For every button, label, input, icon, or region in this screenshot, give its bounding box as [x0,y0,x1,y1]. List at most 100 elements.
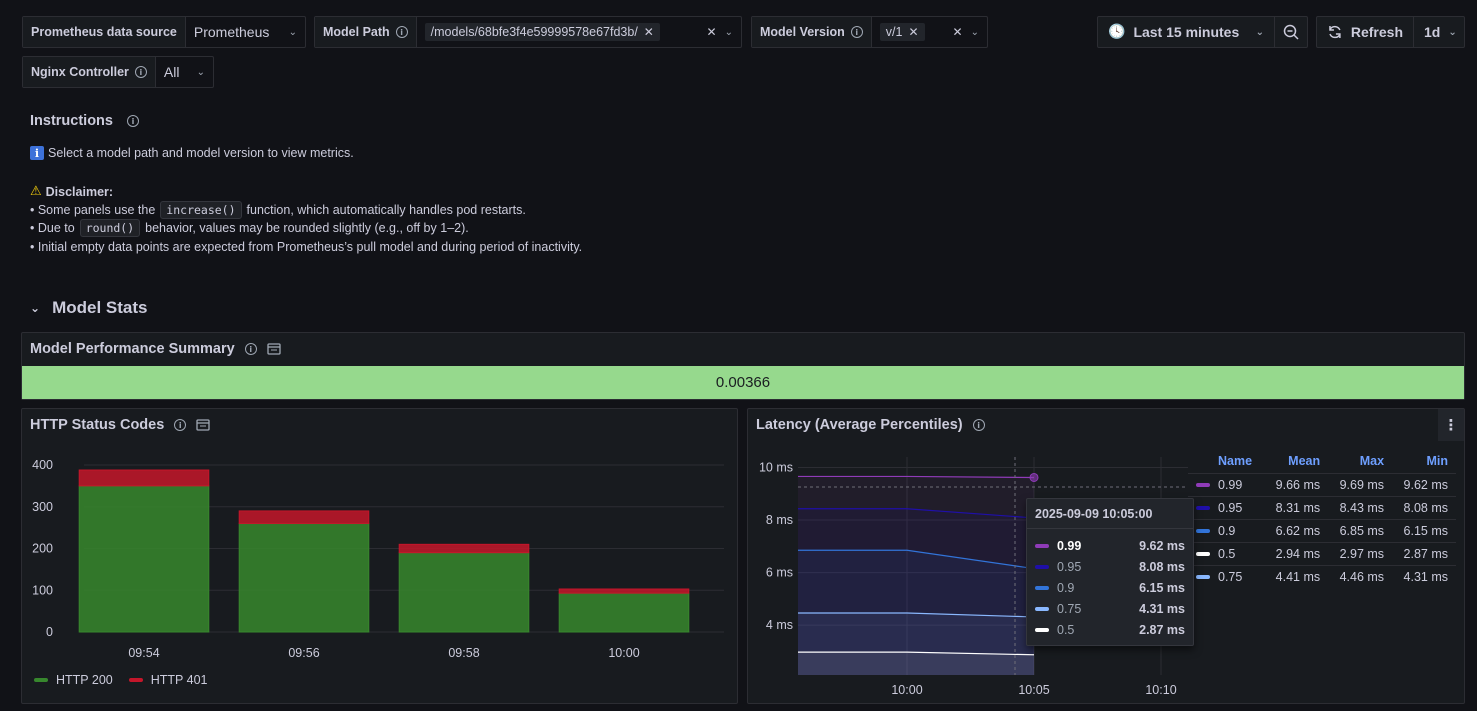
legend-table-row[interactable]: 0.99 9.66 ms 9.69 ms 9.62 ms [1188,472,1456,496]
chevron-down-icon: ⌄ [1448,26,1457,38]
latency-chart: 10 ms 8 ms 6 ms 4 ms 10:00 10:05 10:10 [759,457,1188,697]
legend-min-value: 4.31 ms [1392,564,1456,588]
info-icon[interactable]: i [174,419,187,431]
model-path-select[interactable]: /models/68bfe3f4e59999578e67fd3b/✕ ✕ ⌄ [417,17,741,47]
x-tick-label: 10:05 [1018,683,1049,697]
datasource-variable: Prometheus data source Prometheus ⌄ [22,16,306,48]
row-header-model-stats[interactable]: ⌄ Model Stats [30,298,148,317]
info-icon[interactable]: i [134,66,147,78]
legend-max-value: 9.69 ms [1328,472,1393,496]
legend-item[interactable]: HTTP 401 [128,673,208,687]
clear-icon[interactable]: ✕ [952,25,963,39]
refresh-interval-button[interactable]: 1d ⌄ [1413,17,1467,47]
tooltip-value: 2.87 ms [1139,622,1185,637]
zoom-out-icon [1283,24,1299,40]
legend-table-row[interactable]: 0.5 2.94 ms 2.97 ms 2.87 ms [1188,541,1456,565]
clear-icon[interactable]: ✕ [706,25,717,39]
panel-links-icon[interactable] [267,343,281,355]
legend-max-value: 2.97 ms [1328,541,1393,565]
info-icon[interactable]: i [850,26,863,38]
legend-mean-value: 8.31 ms [1264,495,1329,519]
panel-links-icon[interactable] [196,419,210,431]
instruction-line: i Select a model path and model version … [30,146,354,160]
legend-column-header[interactable]: Mean [1288,453,1321,468]
x-tick-label: 10:10 [1145,683,1176,697]
disclaimer-bullet-1: • Some panels use the increase() function,… [30,201,526,219]
chevron-down-icon: ⌄ [724,26,733,38]
legend-table-row[interactable]: 0.9 6.62 ms 6.85 ms 6.15 ms [1188,518,1456,542]
summary-stat-value: 0.00366 [715,374,771,391]
legend-swatch [1196,529,1210,534]
bar-http-200[interactable] [238,522,370,633]
bar-http-200[interactable] [398,552,530,633]
chevron-down-icon: ⌄ [30,301,41,315]
series-line-0-95[interactable] [798,508,1035,519]
tooltip-swatch [1035,564,1049,569]
bar-http-401[interactable] [78,469,210,487]
legend-item[interactable]: HTTP 200 [34,673,113,687]
remove-chip-icon[interactable]: ✕ [908,25,919,39]
chevron-down-icon: ⌄ [1255,26,1264,38]
tooltip-swatch [1035,627,1049,632]
series-line-0-75[interactable] [798,612,1035,618]
time-range-button[interactable]: 🕓 Last 15 minutes ⌄ [1108,24,1264,40]
legend-table-row[interactable]: 0.75 4.41 ms 4.46 ms 4.31 ms [1188,564,1456,588]
legend-series-name: 0.95 [1188,495,1265,519]
series-area [798,476,1034,675]
panel-menu-button[interactable]: ⋮ [1438,409,1464,441]
http-legend: HTTP 200 HTTP 401 [34,673,208,687]
latency-legend-table: Name Mean Max Min 0.99 9.66 ms 9.69 ms 9.62 ms… [1188,449,1456,588]
info-icon[interactable]: i [972,419,985,431]
legend-max-value: 8.43 ms [1328,495,1393,519]
legend-label: 0.9 [1218,523,1236,538]
legend-column-header[interactable]: Name [1218,453,1253,468]
tooltip-swatch [1035,585,1049,590]
legend-column-header[interactable]: Max [1359,453,1385,468]
bar-http-200[interactable] [558,592,690,633]
datasource-select[interactable]: Prometheus ⌄ [193,24,297,40]
datasource-label: Prometheus data source [23,17,186,47]
legend-series-name: 0.99 [1188,472,1265,496]
remove-chip-icon[interactable]: ✕ [643,25,654,39]
hover-point [1029,472,1039,482]
legend-min-value: 6.15 ms [1392,518,1456,542]
y-tick-label: 0 [46,625,53,639]
bar-http-401[interactable] [398,543,530,554]
legend-series-name: 0.75 [1188,564,1265,588]
bar-http-200[interactable] [78,485,210,633]
nginx-label: Nginx Controller i [23,57,156,87]
zoom-out-button[interactable] [1274,17,1307,47]
legend-table-row[interactable]: 0.95 8.31 ms 8.43 ms 8.08 ms [1188,495,1456,519]
information-icon: i [30,146,44,160]
chevron-down-icon: ⌄ [288,26,297,38]
latency-panel: Latency (Average Percentiles) i ⋮ 10 ms 8… [747,408,1465,704]
legend-label: 0.99 [1218,477,1243,492]
legend-label: HTTP 401 [150,673,208,687]
bar-http-401[interactable] [238,510,370,524]
model-path-chip: /models/68bfe3f4e59999578e67fd3b/✕ [424,23,660,41]
legend-min-value: 2.87 ms [1392,541,1456,565]
warning-icon: ⚠ [30,184,42,199]
refresh-button[interactable]: Refresh [1317,17,1413,47]
refresh-icon [1329,25,1341,39]
y-tick-label: 6 ms [766,566,793,580]
series-line-0-99[interactable] [798,475,1035,479]
info-icon[interactable]: i [126,115,139,127]
series-line-0-5[interactable] [798,651,1035,656]
series-area [798,613,1034,675]
chevron-down-icon: ⌄ [970,26,979,38]
nginx-select[interactable]: All ⌄ [163,64,205,80]
info-icon[interactable]: i [244,343,257,355]
legend-column-header[interactable]: Min [1426,453,1448,468]
bar-http-401[interactable] [558,588,690,594]
legend-series-name: 0.9 [1188,518,1265,542]
clock-icon: 🕓 [1108,24,1126,40]
tooltip-series-name: 0.99 [1057,538,1082,553]
legend-swatch [1196,575,1210,580]
info-icon[interactable]: i [395,26,408,38]
y-tick-label: 100 [32,583,53,597]
model-version-select[interactable]: v/1 ✕ ✕ ⌄ [872,17,987,47]
model-version-chip: v/1 ✕ [879,23,925,41]
tooltip-series-name: 0.75 [1057,601,1082,616]
series-line-0-9[interactable] [798,549,1035,570]
